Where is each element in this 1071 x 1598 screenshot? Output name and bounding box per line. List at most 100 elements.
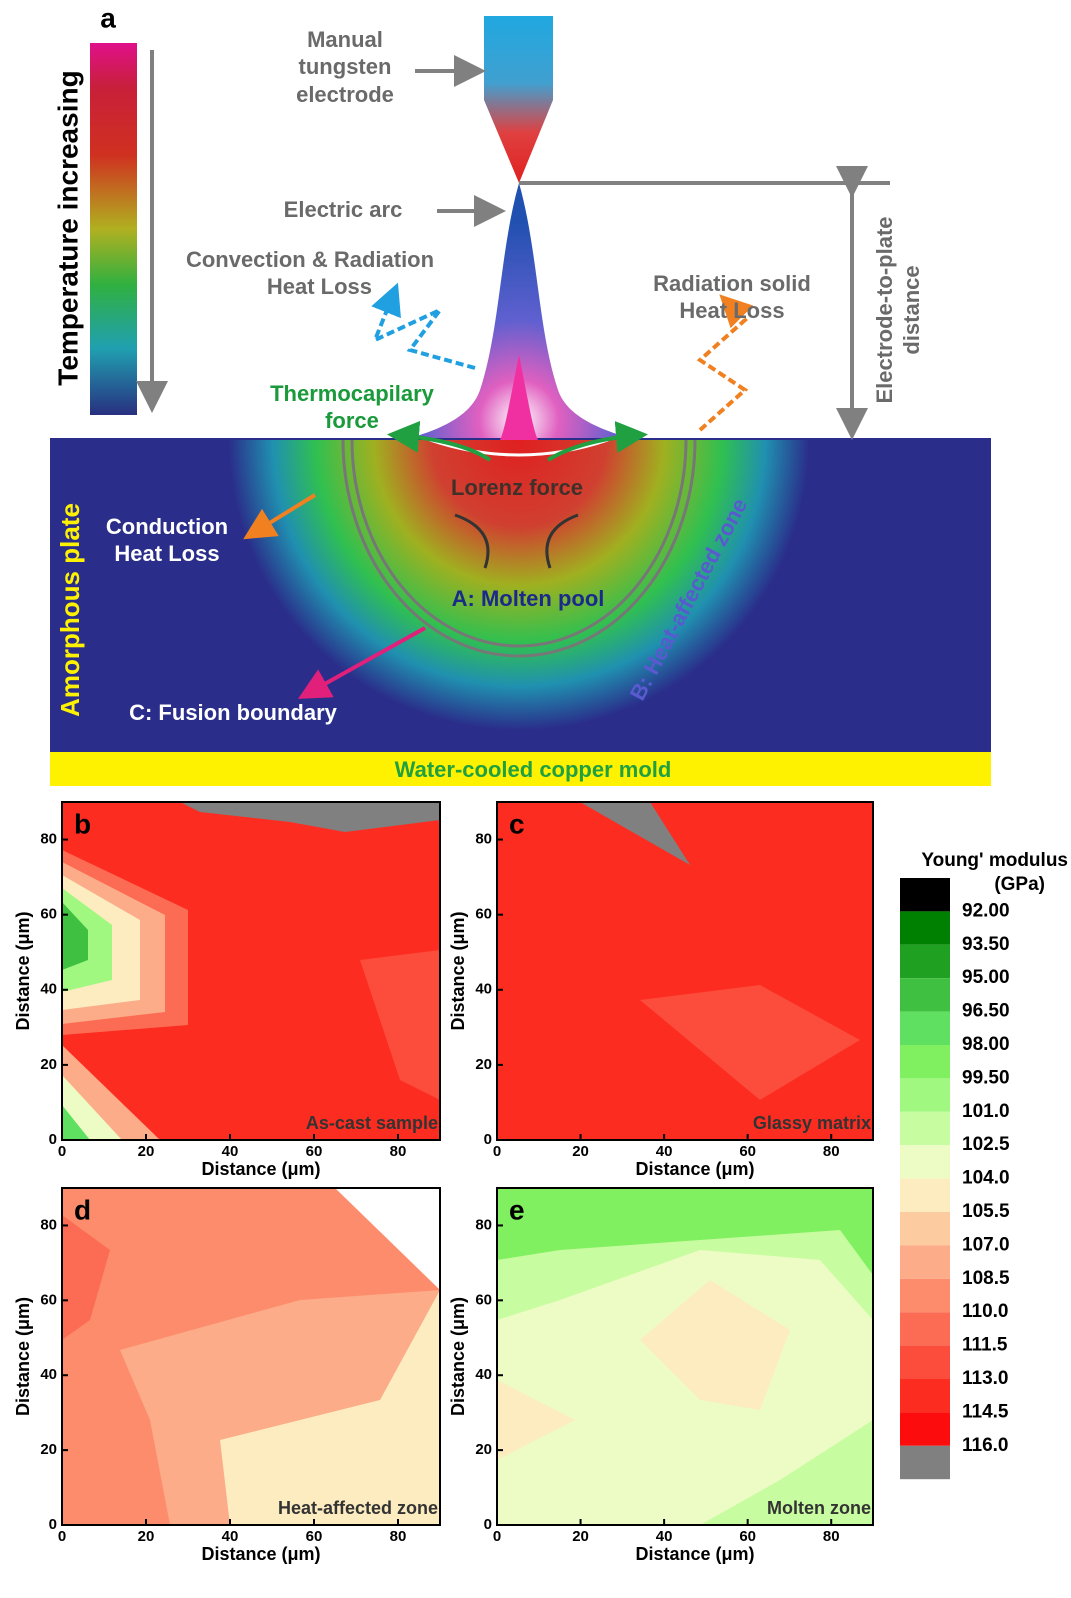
x-tick-label: 60 [739,1528,756,1545]
y-tick-label: 20 [40,1441,57,1458]
temperature-scale [90,43,137,415]
y-axis-label: Distance (μm) [448,1297,468,1416]
colorbar-title: Young' modulus [921,850,1068,871]
colorbar-swatch [900,1045,950,1078]
annotation: Thermocapilary [270,381,435,406]
annotation: Electrode-to-plate [872,216,897,403]
colorbar-label: 104.0 [962,1168,1010,1189]
colorbar-label: 101.0 [962,1101,1010,1122]
colorbar-label: 116.0 [962,1435,1009,1456]
colorbar-label: 99.50 [962,1067,1010,1088]
y-tick-label: 0 [484,1131,492,1148]
x-axis-label: Distance (μm) [201,1159,320,1179]
colorbar-swatch [900,1145,950,1178]
colorbar-label: 96.50 [962,1001,1010,1022]
colorbar-swatch [900,1446,950,1479]
x-tick-label: 40 [222,1528,239,1545]
colorbar-swatch [900,878,950,911]
colorbar-swatch [900,1412,950,1445]
panel-caption: Glassy matrix [753,1113,871,1133]
colorbar-label: 93.50 [962,934,1010,955]
colorbar-label: 114.5 [962,1401,1009,1422]
x-tick-label: 60 [306,1143,323,1160]
annotation: Heat Loss [679,298,784,323]
colorbar-swatch [900,1312,950,1345]
y-tick-label: 60 [40,906,57,923]
x-tick-label: 20 [572,1143,589,1160]
y-axis-label: Distance (μm) [448,911,468,1030]
colorbar-label: 92.00 [962,900,1010,921]
annotation: Lorenz force [451,475,583,500]
y-tick-label: 20 [475,1441,492,1458]
colorbar-swatch [900,1078,950,1111]
electrode [484,16,553,183]
y-tick-label: 60 [40,1291,57,1308]
annotation: Water-cooled copper mold [395,757,672,782]
colorbar-label: 107.0 [962,1234,1010,1255]
y-tick-label: 0 [484,1516,492,1533]
colorbar-unit: (GPa) [994,874,1045,895]
annotation: Radiation solid [653,271,811,296]
y-axis-label: Distance (μm) [13,1297,33,1416]
colorbar-swatch [900,1346,950,1379]
panel-label: a [100,2,116,33]
colorbar-swatch [900,1212,950,1245]
colorbar-swatch [900,1012,950,1045]
panel-label: c [509,808,525,839]
x-tick-label: 80 [823,1143,840,1160]
panel-label: d [74,1194,91,1225]
colorbar-label: 95.00 [962,967,1010,988]
figure: a Temperature increasing Manual tungsten… [0,0,1071,1598]
annotation: Manual [307,27,383,52]
y-tick-label: 40 [475,981,492,998]
x-tick-label: 0 [58,1528,66,1545]
colorbar-swatch [900,978,950,1011]
x-tick-label: 0 [493,1528,501,1545]
y-tick-label: 60 [475,906,492,923]
x-tick-label: 80 [823,1528,840,1545]
annotation: electrode [296,82,394,107]
y-tick-label: 0 [49,1516,57,1533]
annotation: Conduction [106,514,228,539]
annotation: Electric arc [284,197,403,222]
x-tick-label: 0 [58,1143,66,1160]
heat-loss-arrow [375,290,475,368]
y-tick-label: 20 [40,1056,57,1073]
y-tick-label: 40 [40,1366,57,1383]
contour-d [62,1188,440,1525]
annotation: tungsten [299,54,392,79]
contour-b [62,802,440,1140]
colorbar-label: 98.00 [962,1034,1010,1055]
panel-caption: As-cast sample [306,1113,438,1133]
x-tick-label: 40 [656,1143,673,1160]
x-tick-label: 0 [493,1143,501,1160]
y-tick-label: 60 [475,1291,492,1308]
colorbar-label: 108.5 [962,1268,1010,1289]
colorbar-label: 105.5 [962,1201,1010,1222]
annotation: force [325,408,379,433]
annotation: A: Molten pool [452,586,605,611]
panel-caption: Molten zone [767,1498,871,1518]
panel-label: b [74,808,91,839]
colorbar-label: 113.0 [962,1368,1009,1389]
x-tick-label: 60 [739,1143,756,1160]
x-tick-label: 40 [656,1528,673,1545]
panel-label: e [509,1194,525,1225]
colorbar-swatch [900,1112,950,1145]
colorbar-swatch [900,1379,950,1412]
x-tick-label: 20 [138,1143,155,1160]
y-tick-label: 80 [475,831,492,848]
colorbar-label: 102.5 [962,1134,1010,1155]
annotation: Heat Loss [267,274,372,299]
y-tick-label: 40 [40,981,57,998]
y-tick-label: 20 [475,1056,492,1073]
annotation: Heat Loss [114,541,219,566]
annotation: C: Fusion boundary [129,700,338,725]
y-tick-label: 80 [40,831,57,848]
colorbar-swatch [900,1245,950,1278]
scale-label: Temperature increasing [52,70,83,385]
panel-caption: Heat-affected zone [278,1498,438,1518]
x-tick-label: 20 [138,1528,155,1545]
panel-a: a Temperature increasing Manual tungsten… [50,2,991,786]
colorbar-swatch [900,945,950,978]
